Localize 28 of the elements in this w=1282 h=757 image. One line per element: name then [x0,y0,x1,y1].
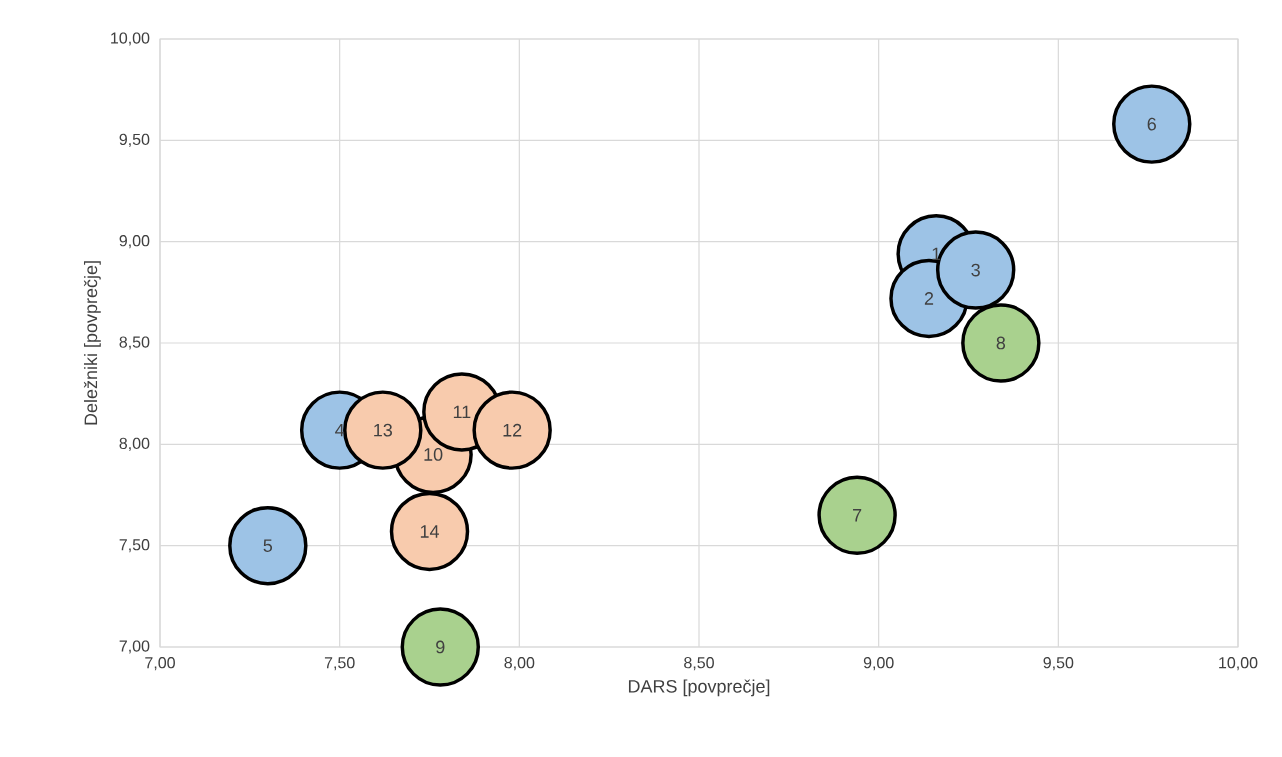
x-tick-label: 9,00 [863,657,894,671]
annotation: 8 [996,336,1006,350]
y-axis-title: Deležniki [povprečje] [83,261,101,425]
x-tick-label: 8,50 [684,657,714,671]
annotation: 12 [503,423,522,437]
annotation: 2 [924,292,934,305]
y-tick-label: 8,50 [119,336,150,350]
x-tick-label: 8,00 [504,657,535,671]
y-tick-label: 7,50 [119,539,150,553]
annotation: 6 [1147,117,1156,131]
annotation: 9 [436,640,445,654]
y-tick-label: 8,00 [119,437,150,451]
annotation: 14 [420,525,439,538]
annotation: 10 [424,448,443,461]
x-tick-label: 10,00 [1219,657,1258,671]
x-tick-label: 9,50 [1043,657,1074,671]
x-tick-label: 7,00 [145,657,175,671]
y-tick-label: 9,50 [119,133,150,147]
y-tick-label: 7,00 [119,640,150,654]
annotation: 13 [374,423,393,437]
y-tick-label: 10,00 [111,32,150,46]
annotation: 11 [453,405,471,419]
x-axis-title: DARS [povprečje] [628,679,770,697]
annotation: 7 [853,509,862,522]
y-tick-label: 9,00 [119,235,150,249]
annotation: 3 [971,263,980,277]
annotation: 5 [263,539,273,552]
x-tick-label: 7,50 [324,657,355,671]
